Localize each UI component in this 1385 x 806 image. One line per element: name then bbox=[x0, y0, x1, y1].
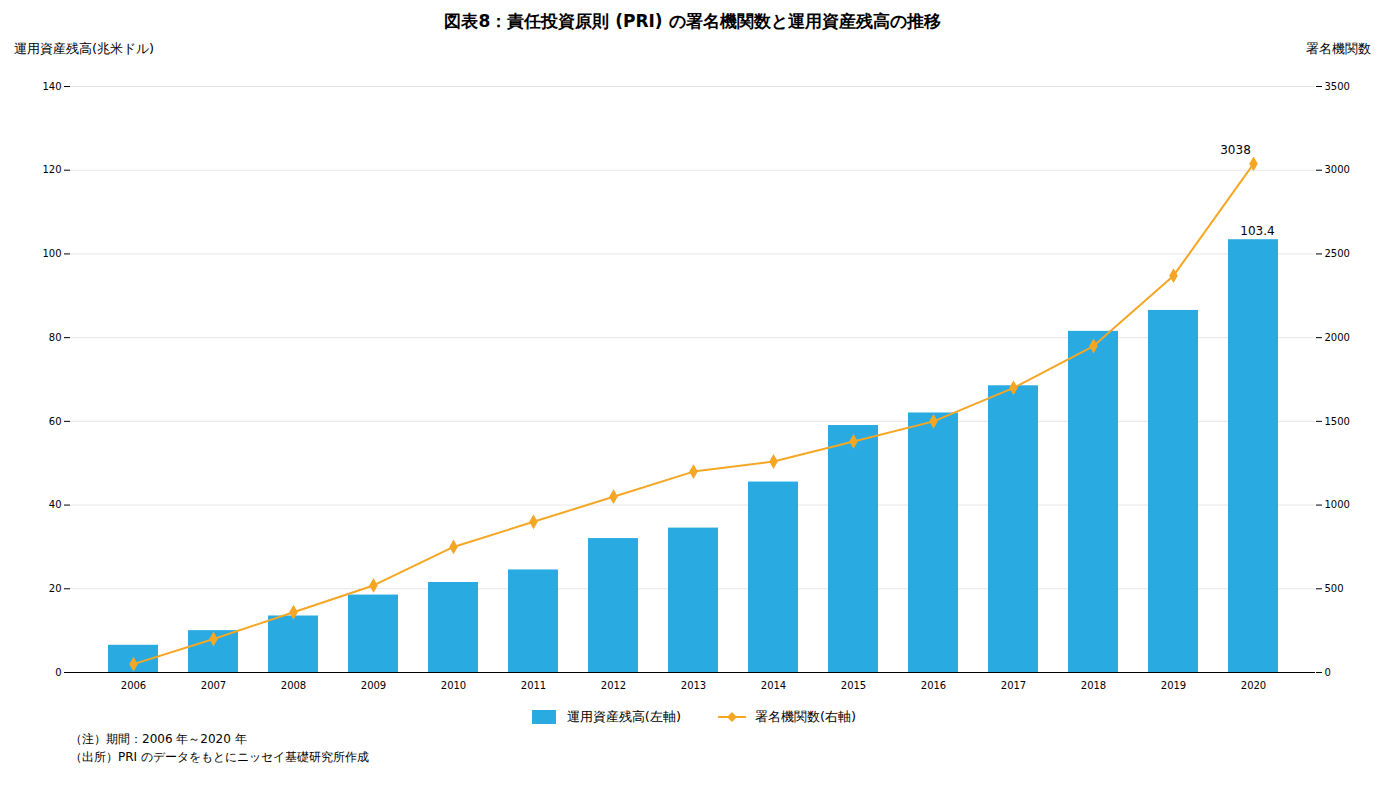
svg-text:120: 120 bbox=[42, 164, 61, 175]
svg-text:20: 20 bbox=[49, 583, 62, 594]
svg-text:500: 500 bbox=[1325, 583, 1344, 594]
svg-text:3000: 3000 bbox=[1325, 164, 1350, 175]
html-text:運用資産残高(兆米ドル): 運用資産残高(兆米ドル) bbox=[14, 41, 155, 56]
svg-text:2006: 2006 bbox=[121, 680, 146, 691]
svg-text:2010: 2010 bbox=[441, 680, 466, 691]
svg-text:103.4: 103.4 bbox=[1240, 224, 1274, 238]
svg-text:60: 60 bbox=[49, 416, 62, 427]
html-text:署名機関数: 署名機関数 bbox=[1306, 41, 1371, 56]
svg-text:2012: 2012 bbox=[601, 680, 626, 691]
html-text:（出所）PRI のデータをもとにニッセイ基礎研究所作成: （出所）PRI のデータをもとにニッセイ基礎研究所作成 bbox=[70, 750, 369, 764]
svg-text:2016: 2016 bbox=[921, 680, 946, 691]
svg-text:2014: 2014 bbox=[761, 680, 786, 691]
svg-text:100: 100 bbox=[42, 248, 61, 259]
svg-text:2013: 2013 bbox=[681, 680, 706, 691]
svg-text:3038: 3038 bbox=[1220, 143, 1251, 157]
svg-text:0: 0 bbox=[1325, 667, 1331, 678]
svg-text:2018: 2018 bbox=[1081, 680, 1106, 691]
html-text:運用資産残高(左軸): 運用資産残高(左軸) bbox=[566, 709, 681, 724]
svg-text:2007: 2007 bbox=[201, 680, 226, 691]
svg-text:1000: 1000 bbox=[1325, 499, 1350, 510]
svg-text:2015: 2015 bbox=[841, 680, 866, 691]
svg-text:2019: 2019 bbox=[1161, 680, 1186, 691]
svg-text:2000: 2000 bbox=[1325, 332, 1350, 343]
svg-text:2011: 2011 bbox=[521, 680, 546, 691]
svg-text:2008: 2008 bbox=[281, 680, 306, 691]
svg-text:2017: 2017 bbox=[1001, 680, 1026, 691]
html-text:（注）期間：2006 年～2020 年: （注）期間：2006 年～2020 年 bbox=[70, 732, 247, 746]
html-text:図表8：責任投資原則 (PRI) の署名機関数と運用資産残高: 図表8：責任投資原則 (PRI) の署名機関数と運用資産残高の推移 bbox=[444, 11, 941, 31]
svg-text:80: 80 bbox=[49, 332, 62, 343]
svg-text:0: 0 bbox=[55, 667, 61, 678]
svg-text:2500: 2500 bbox=[1325, 248, 1350, 259]
svg-text:3500: 3500 bbox=[1325, 81, 1350, 92]
svg-text:140: 140 bbox=[42, 81, 61, 92]
svg-text:40: 40 bbox=[49, 499, 62, 510]
html-text:署名機関数(右軸): 署名機関数(右軸) bbox=[755, 709, 857, 724]
svg-text:2009: 2009 bbox=[361, 680, 386, 691]
svg-text:2020: 2020 bbox=[1241, 680, 1266, 691]
svg-text:1500: 1500 bbox=[1325, 416, 1350, 427]
